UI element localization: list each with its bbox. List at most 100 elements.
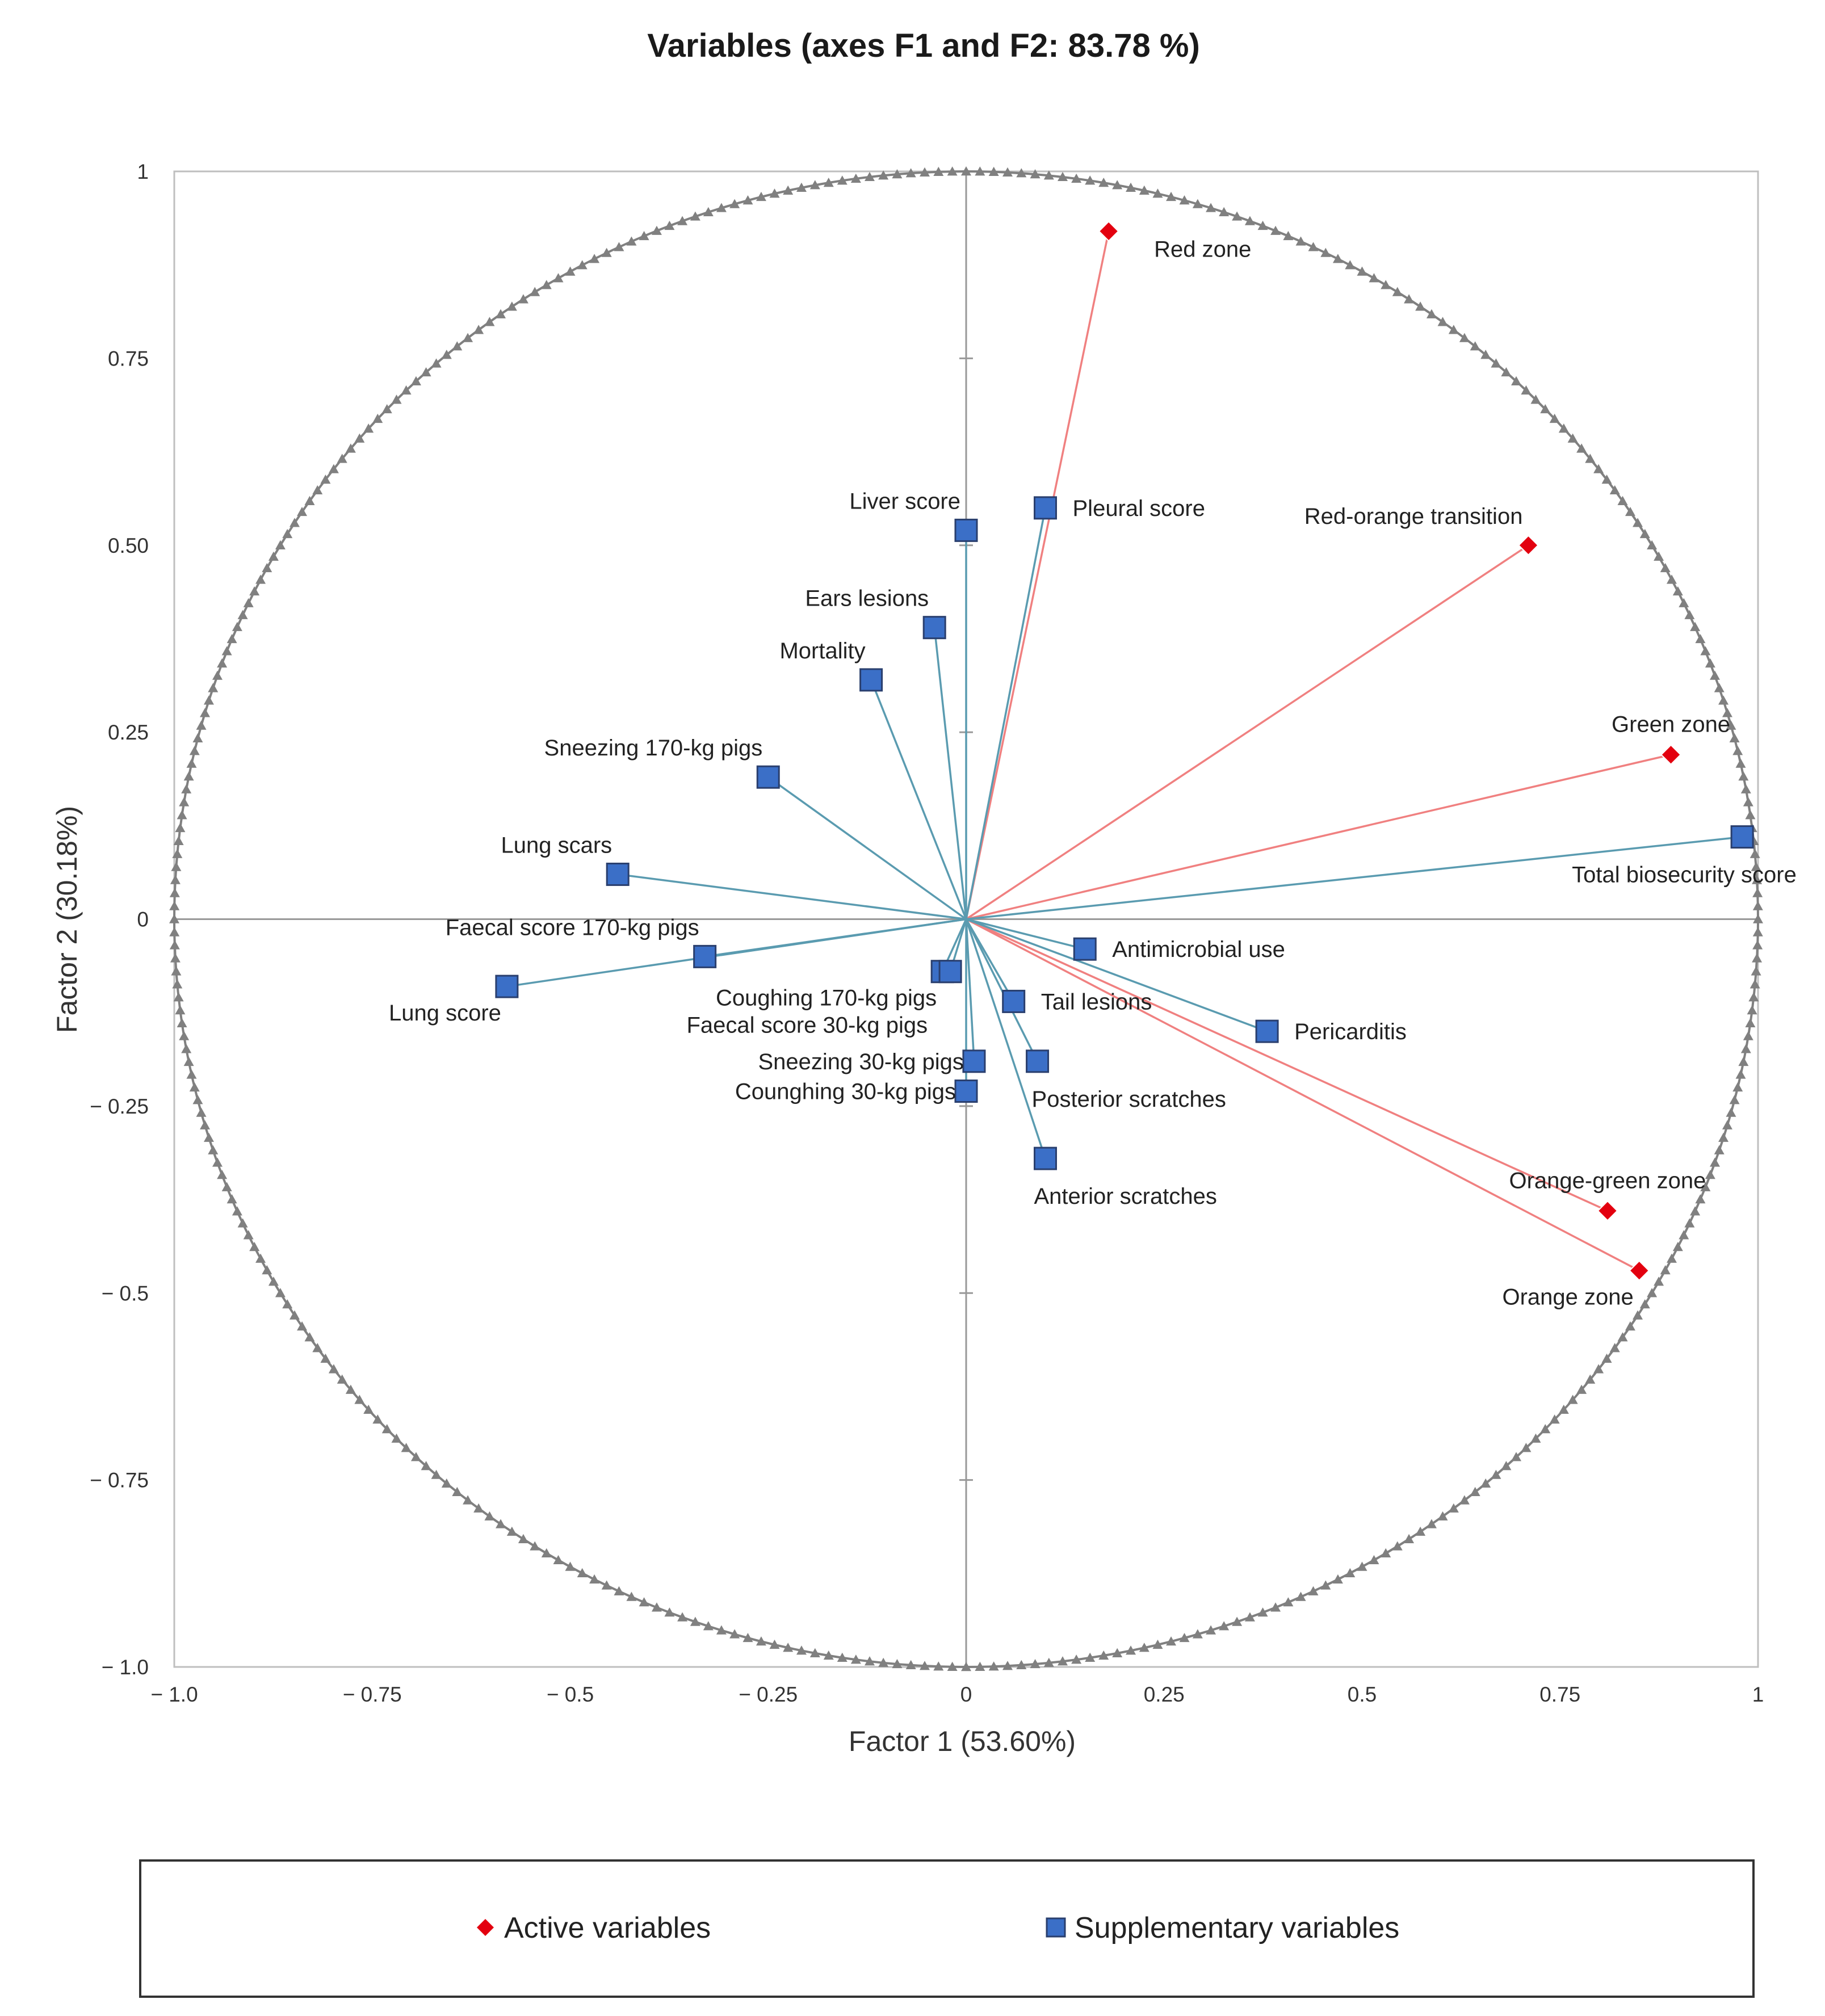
circle-triangle-marker <box>1459 1495 1470 1505</box>
circle-triangle-marker <box>304 495 315 505</box>
circle-triangle-marker <box>170 875 181 884</box>
circle-triangle-marker <box>1722 708 1732 717</box>
circle-triangle-marker <box>1511 1452 1522 1461</box>
circle-triangle-marker <box>690 1616 700 1626</box>
circle-triangle-marker <box>1576 1384 1587 1394</box>
circle-triangle-marker <box>354 433 365 443</box>
circle-triangle-marker <box>212 1157 223 1167</box>
circle-triangle-marker <box>1308 242 1319 251</box>
circle-triangle-marker <box>1244 216 1255 225</box>
circle-triangle-marker <box>1666 574 1677 584</box>
circle-triangle-marker <box>589 254 600 263</box>
circle-triangle-marker <box>1748 992 1759 1002</box>
point-label: Red-orange transition <box>1304 504 1523 529</box>
circle-triangle-marker <box>1219 207 1230 216</box>
circle-triangle-marker <box>1345 260 1356 270</box>
circle-triangle-marker <box>172 849 183 858</box>
circle-triangle-marker <box>169 940 180 950</box>
circle-triangle-marker <box>262 1265 272 1275</box>
circle-triangle-marker <box>1257 220 1268 230</box>
circle-triangle-marker <box>372 1414 383 1424</box>
x-tick-label: 0.5 <box>1348 1683 1377 1706</box>
circle-triangle-marker <box>363 423 374 433</box>
circle-triangle-marker <box>1470 341 1480 351</box>
circle-triangle-marker <box>1232 211 1243 221</box>
legend-box <box>139 1859 1755 1998</box>
circle-triangle-marker <box>312 1343 323 1353</box>
circle-triangle-marker <box>1016 168 1027 178</box>
circle-triangle-marker <box>181 784 192 793</box>
circle-triangle-marker <box>171 966 182 976</box>
supplementary-variable-marker <box>962 1049 986 1073</box>
circle-triangle-marker <box>823 178 834 187</box>
circle-triangle-marker <box>496 309 506 318</box>
circle-triangle-marker <box>1002 1661 1013 1670</box>
circle-triangle-marker <box>275 1288 286 1297</box>
circle-triangle-marker <box>716 203 727 212</box>
circle-triangle-marker <box>226 1194 237 1204</box>
circle-triangle-marker <box>1320 247 1331 257</box>
circle-triangle-marker <box>177 1018 187 1028</box>
circle-triangle-marker <box>892 169 903 179</box>
circle-triangle-marker <box>1521 385 1532 395</box>
circle-triangle-marker <box>1071 173 1082 183</box>
circle-triangle-marker <box>518 1534 528 1543</box>
vector-line <box>767 776 967 920</box>
circle-triangle-marker <box>1470 1486 1480 1496</box>
circle-triangle-marker <box>186 1069 197 1079</box>
circle-triangle-marker <box>1745 1018 1756 1028</box>
circle-triangle-marker <box>1071 1654 1082 1664</box>
circle-triangle-marker <box>1729 1095 1740 1104</box>
circle-triangle-marker <box>1666 1253 1677 1263</box>
circle-triangle-marker <box>541 280 552 289</box>
y-axis-label: Factor 2 (30.18%) <box>51 806 83 1033</box>
circle-triangle-marker <box>1625 1321 1635 1331</box>
circle-triangle-marker <box>243 598 254 607</box>
circle-triangle-marker <box>1679 598 1689 607</box>
circle-triangle-marker <box>421 1461 431 1471</box>
circle-triangle-marker <box>1295 236 1306 246</box>
vector-line <box>966 753 1671 921</box>
point-label: Lung score <box>389 1001 501 1026</box>
circle-triangle-marker <box>639 1597 649 1607</box>
circle-triangle-marker <box>186 758 197 768</box>
legend-label: Active variables <box>504 1912 711 1944</box>
circle-triangle-marker <box>179 1031 190 1040</box>
circle-triangle-marker <box>1705 1170 1715 1179</box>
circle-triangle-marker <box>905 1660 916 1669</box>
circle-triangle-marker <box>441 1478 452 1488</box>
point-label: Total biosecurity score <box>1572 863 1797 888</box>
axis-ticks: − 1.0 − 0.75 − 0.5 − 0.25 0 0.25 0.5 0.75 1 1 0.75… <box>90 160 1764 1706</box>
y-tick-label: 0 <box>137 908 149 931</box>
circle-triangle-marker <box>200 708 211 717</box>
vector-line <box>966 544 1529 920</box>
vector-line <box>933 627 967 919</box>
circle-triangle-marker <box>1740 784 1751 793</box>
circle-triangle-marker <box>208 1145 219 1154</box>
circle-triangle-marker <box>289 518 300 527</box>
circle-triangle-marker <box>1679 1230 1689 1240</box>
circle-triangle-marker <box>1745 810 1756 820</box>
circle-triangle-marker <box>864 171 875 182</box>
circle-triangle-marker <box>1030 1658 1041 1669</box>
circle-triangle-marker <box>1567 1395 1578 1404</box>
circle-triangle-marker <box>410 376 421 385</box>
circle-triangle-marker <box>1617 495 1628 505</box>
y-tick-label: 0.50 <box>108 534 149 557</box>
circle-triangle-marker <box>431 358 442 368</box>
circle-triangle-marker <box>243 1230 254 1240</box>
circle-triangle-marker <box>837 175 848 185</box>
circle-triangle-marker <box>1179 1632 1190 1643</box>
circle-triangle-marker <box>232 621 242 631</box>
circle-triangle-marker <box>933 1661 944 1671</box>
circle-triangle-marker <box>1735 1069 1746 1079</box>
active-variable-marker <box>1098 220 1119 242</box>
circle-triangle-marker <box>1098 1650 1109 1660</box>
circle-triangle-marker <box>1530 1433 1541 1443</box>
circle-triangle-marker <box>275 540 286 549</box>
circle-triangle-marker <box>651 1602 662 1612</box>
unit-circle <box>169 166 1763 1671</box>
vector-line <box>966 918 1268 1032</box>
circle-triangle-marker <box>1625 506 1635 516</box>
point-label: Ears lesions <box>805 586 929 611</box>
